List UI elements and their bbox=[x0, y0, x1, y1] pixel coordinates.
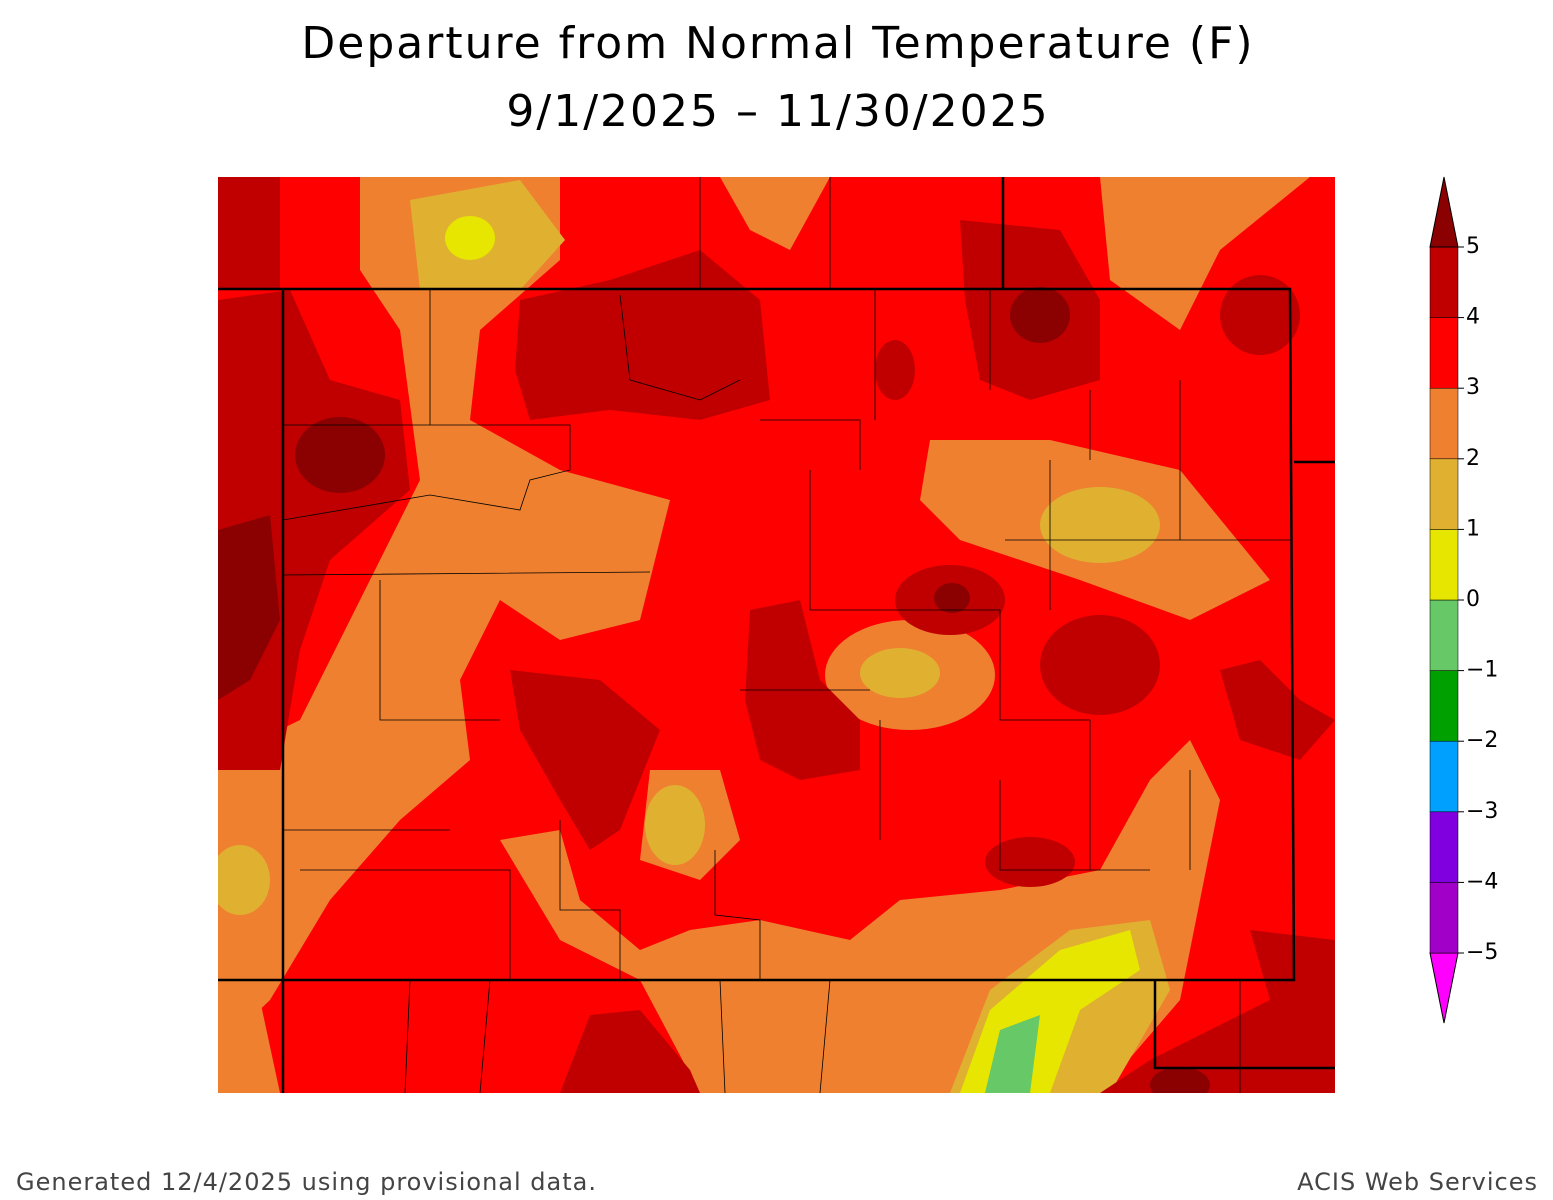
legend-cell bbox=[1429, 740, 1459, 813]
legend-label: −2 bbox=[1466, 728, 1498, 753]
legend-label: 2 bbox=[1466, 446, 1480, 471]
legend-cell bbox=[1429, 246, 1459, 318]
legend-label: −4 bbox=[1466, 869, 1498, 894]
legend-arrow-low bbox=[1429, 952, 1459, 1024]
legend-cell bbox=[1429, 458, 1459, 530]
title: Departure from Normal Temperature (F) bbox=[301, 18, 1254, 69]
legend-label: 1 bbox=[1466, 516, 1480, 541]
legend-cell bbox=[1429, 811, 1459, 883]
legend-label: 3 bbox=[1466, 375, 1480, 400]
legend-cell bbox=[1429, 529, 1459, 601]
legend-arrow-high bbox=[1429, 176, 1459, 248]
subtitle: 9/1/2025 – 11/30/2025 bbox=[506, 86, 1049, 137]
legend-cell bbox=[1429, 387, 1459, 460]
legend-label: 0 bbox=[1466, 587, 1480, 612]
legend-label: 5 bbox=[1466, 234, 1480, 259]
legend-label: 4 bbox=[1466, 305, 1480, 330]
legend-cell bbox=[1429, 882, 1459, 954]
legend-label: −3 bbox=[1466, 799, 1498, 824]
legend-cell bbox=[1429, 317, 1459, 389]
legend-label: −5 bbox=[1466, 940, 1498, 965]
legend-cell bbox=[1429, 670, 1459, 742]
legend-cell bbox=[1429, 599, 1459, 671]
footer-left: Generated 12/4/2025 using provisional da… bbox=[16, 1168, 597, 1196]
legend: −5 −4 −3 −2 −1 0 1 2 3 4 5 bbox=[1429, 176, 1498, 1024]
legend-label: −1 bbox=[1466, 658, 1498, 683]
footer-right: ACIS Web Services bbox=[1297, 1168, 1538, 1196]
map bbox=[218, 177, 1335, 1093]
